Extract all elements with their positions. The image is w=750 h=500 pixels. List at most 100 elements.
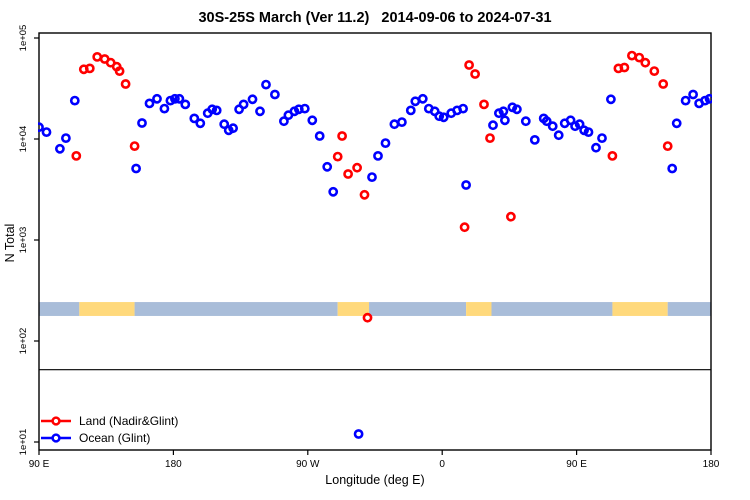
- data-point-land: [640, 57, 651, 68]
- y-tick-label: 1e+04: [18, 126, 29, 153]
- data-point-ocean: [61, 133, 71, 143]
- data-point-ocean: [405, 105, 416, 116]
- data-point-ocean: [55, 143, 65, 154]
- data-point-ocean: [512, 104, 522, 115]
- strip-segment-land: [337, 302, 370, 316]
- data-point-ocean: [583, 127, 594, 137]
- data-point-land: [120, 79, 131, 89]
- data-point-ocean: [159, 103, 170, 114]
- y-tick-label: 1e+03: [18, 227, 29, 254]
- data-point-land: [459, 222, 470, 233]
- data-point-ocean: [574, 119, 585, 130]
- data-point-ocean: [207, 104, 218, 115]
- data-point-land: [464, 60, 474, 70]
- data-point-land: [485, 133, 495, 143]
- data-point-ocean: [541, 116, 552, 127]
- x-tick-label: 90 E: [566, 459, 587, 470]
- data-point-ocean: [322, 161, 333, 172]
- y-tick-label: 1e+02: [18, 328, 29, 355]
- data-point-land: [343, 169, 353, 179]
- land-marker-icon: [41, 415, 71, 426]
- data-point-ocean: [417, 93, 428, 104]
- data-point-land: [71, 150, 82, 161]
- data-point-land: [634, 52, 645, 63]
- data-point-ocean: [667, 163, 678, 174]
- data-point-ocean: [69, 95, 80, 106]
- data-point-ocean: [144, 98, 155, 109]
- data-point-land: [129, 141, 140, 151]
- plot-border: [38, 32, 712, 451]
- data-point-land: [505, 211, 516, 222]
- data-point-ocean: [389, 119, 400, 130]
- data-point-land: [479, 99, 489, 110]
- data-point-ocean: [591, 142, 601, 153]
- data-point-ocean: [498, 106, 509, 117]
- data-point-ocean: [671, 118, 682, 129]
- data-point-ocean: [434, 111, 445, 122]
- data-point-land: [362, 312, 373, 323]
- data-point-ocean: [314, 131, 325, 141]
- data-point-ocean: [553, 130, 564, 141]
- ocean-marker-icon: [41, 432, 71, 443]
- data-point-ocean: [189, 113, 200, 124]
- data-point-ocean: [688, 89, 698, 100]
- data-point-land: [92, 52, 103, 62]
- x-tick-label: 180: [165, 459, 182, 470]
- data-point-land: [607, 150, 618, 161]
- data-point-ocean: [211, 105, 222, 116]
- legend-label-ocean: Ocean (Glint): [79, 430, 151, 445]
- data-point-land: [627, 50, 637, 61]
- x-tick-label: 0: [439, 459, 445, 470]
- data-point-ocean: [174, 93, 185, 104]
- data-point-ocean: [597, 133, 607, 143]
- data-point-ocean: [438, 112, 449, 123]
- data-point-ocean: [169, 93, 180, 104]
- data-point-ocean: [380, 138, 391, 148]
- data-point-ocean: [255, 106, 265, 117]
- data-point-ocean: [704, 93, 712, 104]
- data-point-land: [337, 131, 347, 141]
- data-point-ocean: [131, 163, 141, 174]
- data-point-land: [470, 69, 480, 79]
- strip-segment-ocean: [369, 302, 467, 316]
- data-point-land: [114, 66, 125, 76]
- y-tick-label: 1e+01: [18, 429, 29, 456]
- data-point-land: [359, 189, 370, 200]
- legend-entry-ocean: Ocean (Glint): [41, 429, 178, 446]
- strip-segment-ocean: [667, 302, 711, 316]
- data-point-ocean: [137, 118, 147, 128]
- data-point-ocean: [180, 99, 191, 110]
- data-point-ocean: [152, 93, 162, 104]
- x-tick-label: 90 W: [296, 459, 320, 470]
- strip-segment-ocean: [134, 302, 338, 316]
- data-point-ocean: [41, 127, 52, 137]
- data-point-ocean: [238, 99, 249, 110]
- data-point-ocean: [299, 103, 310, 114]
- x-tick-label: 180: [703, 459, 720, 470]
- x-axis-label: Longitude (deg E): [325, 473, 425, 487]
- strip-segment-ocean: [491, 302, 613, 316]
- legend-entry-land: Land (Nadir&Glint): [41, 412, 178, 429]
- legend-label-land: Land (Nadir&Glint): [79, 413, 179, 428]
- data-point-ocean: [488, 120, 498, 131]
- data-point-ocean: [373, 150, 383, 161]
- data-point-land: [662, 141, 673, 151]
- data-point-ocean: [261, 79, 271, 90]
- strip-segment-land: [612, 302, 668, 316]
- data-point-land: [84, 63, 95, 74]
- data-point-ocean: [307, 115, 318, 126]
- y-axis-label: N Total: [3, 223, 17, 263]
- data-point-ocean: [278, 116, 289, 127]
- chart-title: 30S-25S March (Ver 11.2) 2014-09-06 to 2…: [198, 10, 552, 26]
- data-point-ocean: [520, 116, 531, 127]
- data-point-ocean: [367, 172, 377, 182]
- y-tick-label: 1e+05: [18, 25, 29, 52]
- data-point-land: [332, 151, 343, 162]
- x-tick-label: 90 E: [29, 459, 50, 470]
- data-point-ocean: [565, 115, 576, 126]
- data-point-land: [619, 62, 630, 73]
- data-point-ocean: [247, 94, 258, 105]
- legend: Land (Nadir&Glint) Ocean (Glint): [41, 412, 178, 446]
- data-point-land: [658, 79, 669, 89]
